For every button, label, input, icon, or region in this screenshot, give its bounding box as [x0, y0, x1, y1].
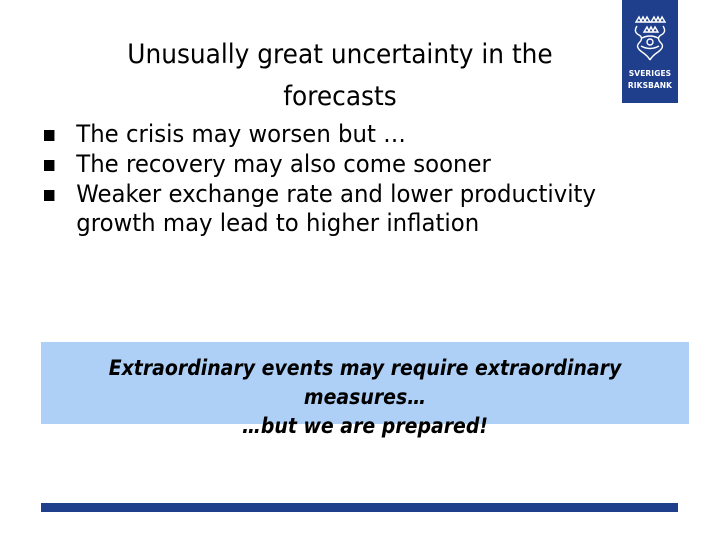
bullet-item: Weaker exchange rate and lower productiv… [44, 180, 633, 238]
bullet-item: The crisis may worsen but … [44, 120, 633, 149]
slide-title: Unusually great uncertainty in the forec… [82, 34, 597, 118]
square-bullet-icon [44, 160, 55, 171]
square-bullet-icon [44, 190, 55, 201]
square-bullet-icon [44, 130, 55, 141]
riksbank-crest-icon [634, 15, 667, 61]
callout-box: Extraordinary events may require extraor… [41, 342, 689, 438]
callout-line-1: Extraordinary events may require extraor… [108, 356, 622, 409]
bullet-text: The crisis may worsen but … [76, 120, 406, 148]
bullet-text: Weaker exchange rate and lower productiv… [76, 180, 596, 237]
slide-title-line-1: Unusually great uncertainty in the [127, 39, 553, 70]
callout-line-2: …but we are prepared! [241, 414, 489, 438]
slide-title-line-2: forecasts [283, 81, 397, 112]
bullet-list: The crisis may worsen but … The recovery… [44, 120, 664, 239]
logo-text-line-2: RIKSBANK [627, 81, 673, 90]
riksbank-logo: SVERIGES RIKSBANK [622, 0, 678, 103]
bullet-text: The recovery may also come sooner [76, 150, 491, 178]
logo-text-line-1: SVERIGES [628, 69, 672, 78]
bullet-item: The recovery may also come sooner [44, 150, 633, 179]
footer-divider [41, 503, 678, 512]
